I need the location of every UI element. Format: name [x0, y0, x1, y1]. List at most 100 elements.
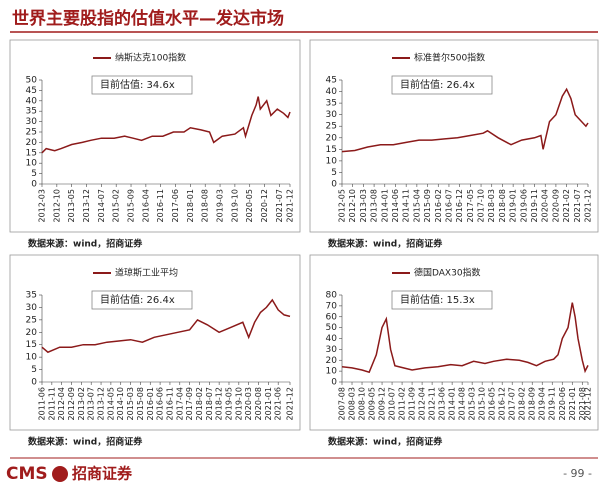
y-tick-label: 35 — [26, 291, 37, 301]
x-tick-label: 2019-01 — [509, 189, 518, 222]
x-tick-label: 2013-03 — [359, 189, 368, 222]
annotation: 目前估值: 26.4x — [100, 293, 175, 306]
x-tick-label: 2019-06 — [519, 189, 528, 222]
series-line — [341, 302, 589, 374]
panel-frame — [9, 254, 301, 431]
x-tick-label: 2016-11 — [165, 387, 174, 420]
x-tick-label: 2008-03 — [348, 387, 357, 420]
y-tick-label: 30 — [26, 117, 38, 127]
x-tick-label: 2011-11 — [47, 387, 56, 420]
x-tick-label: 2015-02 — [112, 189, 121, 222]
y-tick-label: 15 — [326, 145, 337, 155]
y-tick-label: 10 — [326, 156, 338, 166]
annotation: 目前估值: 34.6x — [100, 78, 175, 91]
x-tick-label: 2015-08 — [136, 387, 145, 420]
x-tick-label: 2016-01 — [146, 387, 155, 420]
x-tick-label: 2018-02 — [195, 387, 204, 420]
series-line — [341, 87, 589, 153]
series-line — [41, 298, 291, 354]
x-tick-label: 2017-10 — [477, 189, 486, 222]
x-tick-label: 2016-04 — [141, 189, 150, 222]
x-tick-label: 2017-04 — [175, 387, 184, 420]
annotation: 目前估值: 26.4x — [400, 78, 475, 91]
annotation-box — [391, 75, 493, 95]
y-tick-label: 25 — [326, 122, 337, 132]
y-tick-label: 15 — [26, 340, 37, 350]
x-tick-label: 2020-12 — [260, 189, 269, 222]
x-tick-label: 2016-11 — [156, 189, 165, 222]
x-tick-label: 2014-06 — [391, 189, 400, 222]
source-note: 数据来源：wind，招商证券 — [328, 436, 443, 448]
x-tick-label: 2014-07 — [97, 189, 106, 222]
x-tick-label: 2021-07 — [275, 189, 284, 222]
page-number: - 99 - — [563, 467, 592, 480]
x-tick-label: 2016-12 — [455, 189, 464, 222]
y-tick-label: 30 — [326, 110, 338, 120]
x-tick-label: 2013-06 — [438, 387, 447, 420]
x-tick-label: 2012-03 — [38, 189, 47, 222]
x-tick-label: 2021-02 — [562, 189, 571, 222]
x-tick-label: 2019-10 — [230, 189, 239, 222]
x-tick-label: 2020-03 — [244, 387, 253, 420]
y-tick-label: 80 — [326, 291, 338, 301]
x-tick-label: 2013-08 — [370, 189, 379, 222]
x-tick-label: 2019-10 — [234, 387, 243, 420]
x-tick-label: 2010-07 — [388, 387, 397, 420]
x-tick-label: 2018-12 — [215, 387, 224, 420]
x-tick-label: 2014-01 — [448, 387, 457, 420]
x-tick-label: 2019-05 — [224, 387, 233, 420]
x-tick-label: 2015-04 — [412, 189, 421, 222]
x-tick-label: 2013-07 — [87, 387, 96, 420]
x-tick-label: 2017-06 — [171, 189, 180, 222]
x-tick-label: 2013-05 — [67, 189, 76, 222]
x-tick-label: 2018-03 — [487, 189, 496, 222]
x-tick-label: 2017-07 — [508, 387, 517, 420]
x-tick-label: 2020-05 — [245, 189, 254, 222]
y-tick-label: 25 — [26, 315, 37, 325]
y-tick-label: 30 — [326, 345, 338, 355]
x-tick-label: 2015-03 — [126, 387, 135, 420]
x-tick-label: 2021-12 — [286, 387, 295, 420]
annotation-box — [91, 290, 193, 310]
x-tick-label: 2013-12 — [97, 387, 106, 420]
x-tick-label: 2012-09 — [67, 387, 76, 420]
x-tick-label: 2014-08 — [458, 387, 467, 420]
y-tick-label: 5 — [331, 168, 337, 178]
x-tick-label: 2011-02 — [398, 387, 407, 420]
x-tick-label: 2012-11 — [428, 387, 437, 420]
panel-frame — [309, 39, 599, 233]
x-tick-label: 2021-01 — [568, 387, 577, 420]
x-tick-label: 2011-09 — [408, 387, 417, 420]
y-tick-label: 0 — [31, 378, 37, 388]
x-tick-label: 2007-08 — [338, 387, 347, 420]
x-tick-label: 2020-08 — [254, 387, 263, 420]
y-tick-label: 50 — [326, 323, 338, 333]
y-tick-label: 5 — [31, 365, 37, 375]
x-tick-label: 2009-05 — [368, 387, 377, 420]
y-tick-label: 45 — [326, 76, 337, 86]
x-tick-label: 2016-12 — [498, 387, 507, 420]
y-tick-label: 35 — [326, 99, 337, 109]
x-tick-label: 2021-07 — [573, 189, 582, 222]
x-tick-label: 2019-03 — [216, 189, 225, 222]
x-tick-label: 2021-12 — [584, 387, 593, 420]
x-tick-label: 2018-08 — [201, 189, 210, 222]
x-tick-label: 2017-09 — [185, 387, 194, 420]
y-tick-label: 25 — [26, 128, 37, 138]
x-tick-label: 2012-10 — [52, 189, 61, 222]
x-tick-label: 2016-02 — [434, 189, 443, 222]
y-tick-label: 50 — [26, 76, 38, 86]
y-tick-label: 0 — [331, 180, 337, 190]
x-tick-label: 2017-05 — [466, 189, 475, 222]
x-tick-label: 2018-02 — [518, 387, 527, 420]
page-title: 世界主要股指的估值水平—发达市场 — [12, 8, 284, 29]
y-tick-label: 10 — [26, 353, 38, 363]
x-tick-label: 2009-12 — [378, 387, 387, 420]
x-tick-label: 2016-06 — [156, 387, 165, 420]
y-tick-label: 30 — [26, 303, 38, 313]
x-tick-label: 2014-11 — [402, 189, 411, 222]
x-tick-label: 2018-01 — [186, 189, 195, 222]
x-tick-label: 2021-12 — [286, 189, 295, 222]
x-tick-label: 2015-09 — [423, 189, 432, 222]
